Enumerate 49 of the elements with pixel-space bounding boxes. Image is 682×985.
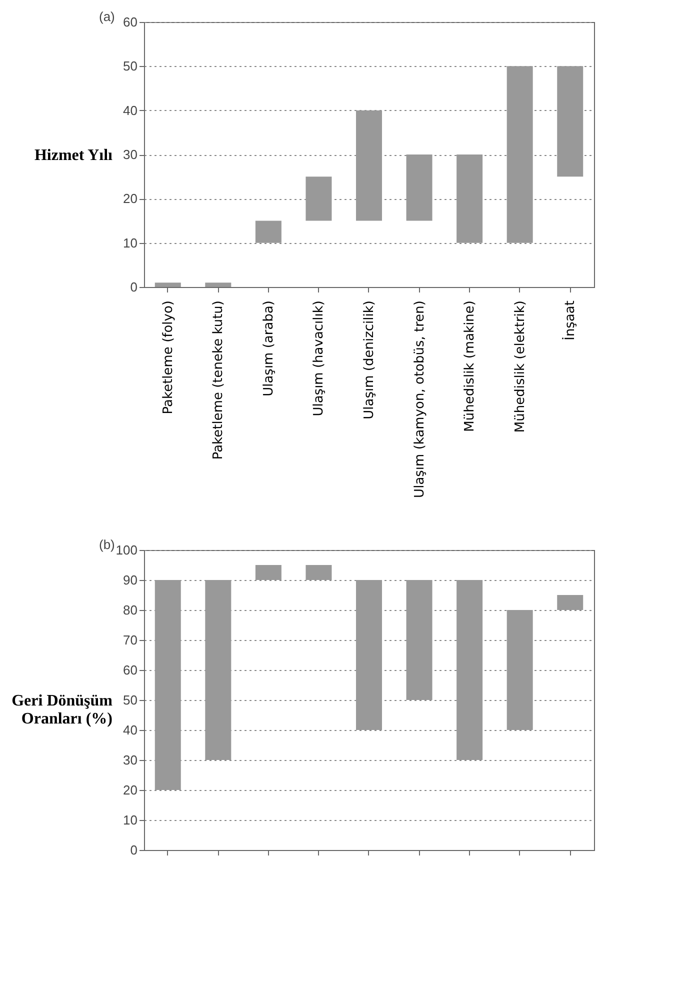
bar [557, 66, 584, 177]
y-tick-label: 80 [123, 602, 138, 618]
y-tick-label: 20 [123, 191, 138, 206]
bar [154, 282, 181, 287]
x-tick-label: Mühedislik (makine) [462, 300, 478, 432]
y-tick-label: 100 [116, 542, 138, 558]
y-tick-label: 70 [123, 632, 138, 648]
bar [154, 580, 181, 790]
bar [356, 580, 382, 730]
x-tick-label: Ulaşım (araba) [261, 300, 276, 396]
y-tick-label: 50 [123, 58, 138, 74]
y-axis-title: Hizmet Yılı [34, 147, 114, 164]
x-tick-label: Ulaşım (denizcilik) [362, 300, 377, 420]
bar [205, 282, 232, 287]
y-tick-label: 90 [123, 572, 138, 588]
bar [456, 580, 483, 760]
x-tick-label: Ulaşım (havacılık) [312, 300, 327, 416]
y-tick-label: 30 [123, 752, 138, 768]
bar [406, 580, 432, 700]
y-tick-label: 20 [123, 782, 138, 798]
y-tick-label: 10 [123, 235, 138, 250]
bar [506, 66, 533, 243]
x-tick-label: Paketleme (teneke kutu) [211, 300, 226, 460]
y-tick-label: 60 [123, 14, 138, 30]
chart-title: (b) [99, 537, 115, 552]
x-tick-label: İnşaat [562, 300, 578, 340]
y-axis-title: Geri Dönüşüm Oranları (%) [12, 692, 114, 728]
y-tick-label: 60 [123, 662, 138, 678]
y-tick-label: 30 [123, 147, 138, 162]
bar [506, 610, 533, 730]
bar [255, 220, 282, 243]
bar [306, 176, 332, 221]
y-tick-label: 40 [123, 722, 138, 738]
bar [306, 565, 332, 580]
x-tick-label: Ulaşım (kamyon, otobüs, tren) [412, 300, 428, 498]
y-tick-label: 0 [130, 842, 138, 858]
x-tick-label: Paketleme (folyo) [160, 300, 176, 414]
y-tick-label: 40 [123, 102, 138, 118]
bar [557, 595, 584, 610]
y-tick-label: 10 [123, 812, 138, 828]
chart-title: (a) [99, 9, 115, 24]
bar [406, 154, 432, 221]
bar [456, 154, 483, 243]
x-tick-label: Mühedislik (elektrik) [512, 300, 528, 433]
bar [205, 580, 232, 760]
y-tick-label: 0 [130, 280, 138, 294]
bar [255, 565, 282, 580]
bar [356, 110, 382, 221]
y-tick-label: 50 [123, 692, 138, 708]
